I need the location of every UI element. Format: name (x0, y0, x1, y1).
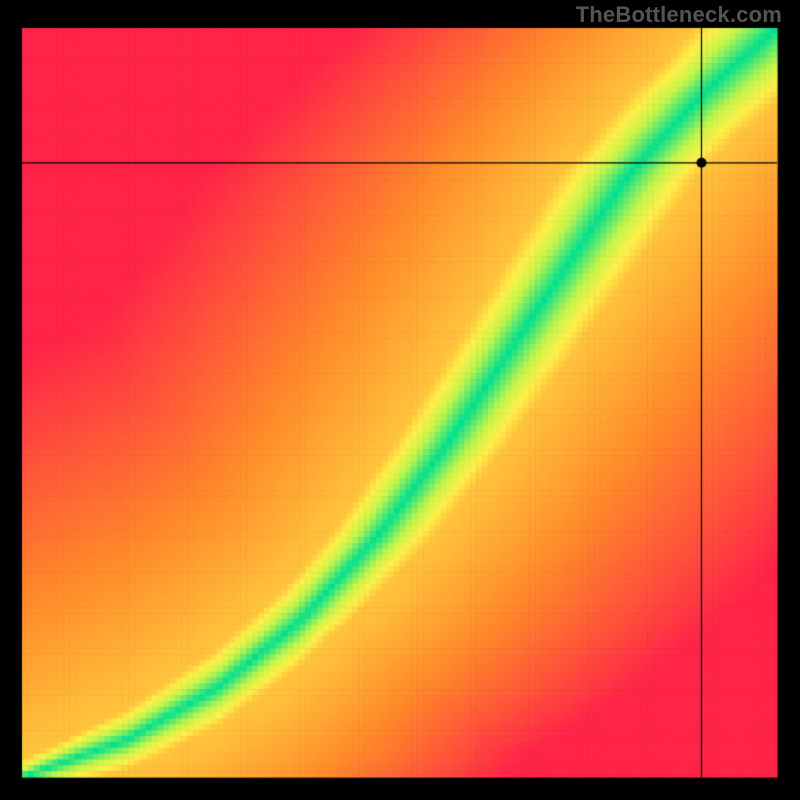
bottleneck-heatmap (0, 0, 800, 800)
chart-container: TheBottleneck.com (0, 0, 800, 800)
watermark-text: TheBottleneck.com (576, 2, 782, 28)
